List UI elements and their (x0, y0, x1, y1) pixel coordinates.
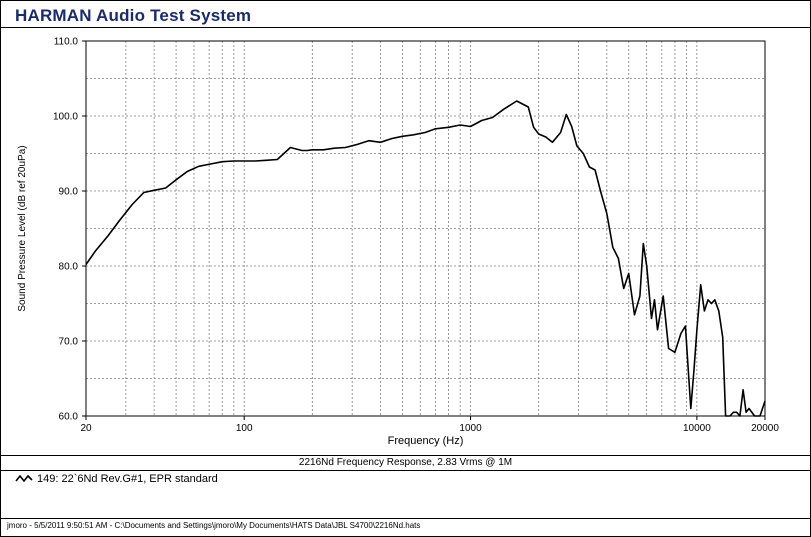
x-tick-label: 10000 (683, 423, 711, 434)
legend-entry-label: 149: 22`6Nd Rev.G#1, EPR standard (37, 473, 218, 485)
ticks-layer: 60.0 70.0 80.0 90.0 100.0 110.0 20 100 1000 10000… (53, 37, 779, 435)
legend-entry[interactable]: 149: 22`6Nd Rev.G#1, EPR standard (15, 473, 218, 485)
x-tick-label: 20000 (751, 423, 779, 434)
app-title: HARMAN Audio Test System (15, 6, 252, 25)
y-tick-label: 60.0 (59, 412, 79, 423)
series-layer (85, 100, 766, 417)
x-tick-label: 20 (80, 423, 92, 434)
y-tick-label: 70.0 (59, 337, 79, 348)
plot-frame (85, 40, 766, 417)
chart-caption: 2216Nd Frequency Response, 2.83 Vrms @ 1… (1, 455, 810, 471)
y-tick-label: 100.0 (53, 112, 78, 123)
y-axis-title: Sound Pressure Level (dB ref 20uPa) (17, 145, 28, 311)
status-bar: jmoro - 5/5/2011 9:50:51 AM - C:\Documen… (1, 518, 810, 536)
title-bar: HARMAN Audio Test System (1, 1, 810, 28)
frequency-response-chart: 60.0 70.0 80.0 90.0 100.0 110.0 20 100 1000 10000… (17, 37, 779, 448)
x-tick-label: 100 (236, 423, 253, 434)
y-tick-label: 80.0 (59, 262, 79, 273)
wave-icon (15, 474, 33, 483)
y-tick-label: 90.0 (59, 187, 79, 198)
x-axis-title: Frequency (Hz) (388, 435, 464, 447)
grid-layer (86, 41, 765, 416)
series-line (85, 100, 766, 417)
y-tick-label: 110.0 (54, 37, 79, 48)
legend: 149: 22`6Nd Rev.G#1, EPR standard (1, 470, 810, 516)
x-tick-label: 1000 (459, 423, 482, 434)
